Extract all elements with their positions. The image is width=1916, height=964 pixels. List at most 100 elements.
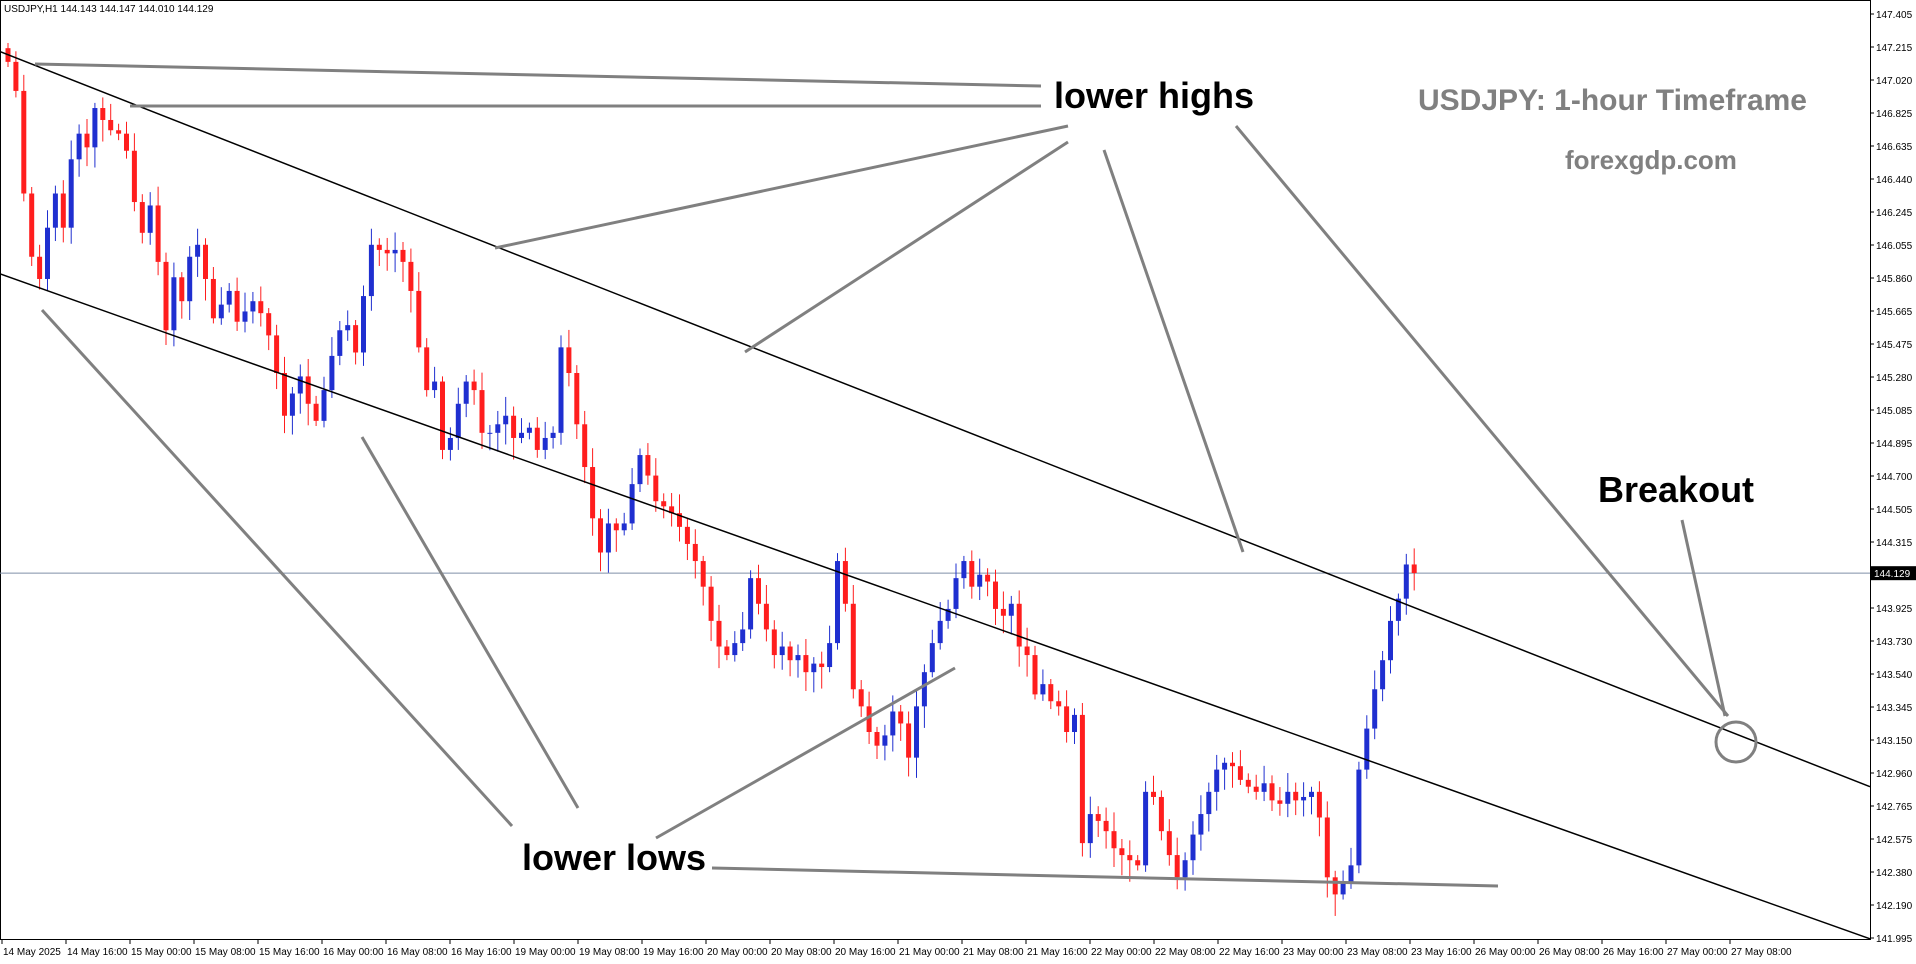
x-tick-label: 15 May 00:00	[131, 947, 192, 958]
candle-body	[1253, 786, 1259, 792]
candle-body	[1324, 817, 1330, 878]
candle-body	[29, 193, 35, 257]
candle-body	[914, 706, 919, 758]
y-tick-label: 142.380	[1876, 868, 1913, 879]
candle-body	[471, 381, 477, 391]
bullish-candle	[1301, 782, 1307, 817]
candle-body	[779, 646, 785, 656]
annotation-pointers	[34, 62, 1730, 888]
bearish-candle	[993, 569, 998, 625]
candle-body	[52, 193, 58, 228]
bearish-candle	[1277, 787, 1283, 816]
lower-highs-pointer	[1102, 149, 1245, 553]
bearish-candle	[700, 555, 706, 606]
bearish-candle	[400, 242, 406, 283]
bullish-candle	[361, 285, 366, 366]
bearish-candle	[131, 133, 137, 212]
candle-body	[503, 415, 509, 425]
candle-body	[1135, 860, 1141, 866]
bullish-candle	[637, 448, 643, 492]
candle-body	[1024, 646, 1030, 656]
bullish-candle	[519, 418, 524, 444]
bearish-candle	[1111, 812, 1117, 868]
bullish-candle	[329, 337, 335, 398]
bullish-candle	[921, 664, 927, 728]
bearish-candle	[716, 604, 722, 669]
x-tick-label: 15 May 08:00	[195, 947, 256, 958]
bullish-candle	[795, 644, 801, 678]
bearish-candle	[771, 620, 777, 669]
y-tick-label: 145.860	[1876, 274, 1913, 285]
candle-body	[124, 133, 129, 151]
bearish-candle	[969, 550, 975, 599]
bearish-candle	[84, 118, 90, 167]
candle-body	[179, 277, 185, 302]
y-tick-label: 144.700	[1876, 472, 1913, 483]
candle-body	[700, 561, 706, 587]
candle-body	[1269, 783, 1275, 801]
candle-body	[13, 61, 19, 91]
candle-body	[669, 506, 675, 514]
candle-body	[795, 655, 801, 661]
x-tick-label: 23 May 00:00	[1283, 947, 1344, 958]
candle-body	[945, 608, 951, 621]
candle-body	[1245, 779, 1251, 787]
candle-body	[511, 415, 517, 438]
bearish-candle	[1332, 870, 1338, 916]
candle-body	[732, 643, 738, 656]
x-tick-label: 21 May 00:00	[899, 947, 960, 958]
candle-body	[60, 193, 66, 228]
bearish-candle	[203, 238, 208, 301]
candle-body	[1372, 689, 1378, 729]
bearish-candle	[1245, 773, 1251, 794]
y-tick-label: 144.315	[1876, 538, 1913, 549]
bullish-candle	[811, 657, 817, 693]
lower-lows-pointer	[711, 866, 1499, 888]
candle-body	[463, 381, 469, 404]
bullish-candle	[1198, 795, 1204, 851]
x-tick-label: 23 May 16:00	[1411, 947, 1472, 958]
bearish-candle	[1135, 855, 1141, 871]
candle-body	[424, 347, 430, 391]
bullish-candle	[1222, 757, 1228, 790]
candle-body	[455, 403, 461, 438]
bullish-candle	[1356, 761, 1362, 874]
y-tick-label: 142.575	[1876, 835, 1913, 846]
bearish-candle	[29, 187, 35, 266]
bearish-candle	[124, 121, 129, 159]
candle-body	[416, 290, 422, 348]
bullish-candle	[368, 228, 374, 311]
candle-body	[1348, 865, 1354, 883]
candle-body	[756, 578, 761, 604]
bearish-candle	[898, 704, 904, 741]
candle-body	[811, 663, 817, 673]
candle-body	[139, 202, 145, 233]
bearish-candle	[1056, 690, 1062, 716]
bearish-candle	[424, 338, 430, 397]
y-tick-label: 145.280	[1876, 373, 1913, 384]
bearish-candle	[1000, 591, 1006, 634]
candle-body	[131, 150, 137, 203]
y-tick-label: 146.245	[1876, 208, 1913, 219]
bearish-candle	[684, 517, 690, 561]
bullish-candle	[52, 185, 58, 242]
x-tick-label: 20 May 16:00	[835, 947, 896, 958]
bearish-candle	[13, 51, 19, 98]
bullish-candle	[92, 102, 98, 168]
candle-body	[842, 561, 848, 604]
bearish-candle	[258, 286, 264, 327]
bullish-candle	[1143, 781, 1149, 872]
bearish-candle	[1269, 775, 1275, 811]
bearish-candle	[677, 494, 682, 542]
bearish-candle	[305, 358, 311, 426]
candle-body	[1166, 831, 1172, 856]
plot-frame	[0, 0, 1871, 940]
candle-body	[929, 643, 935, 673]
candle-body	[1143, 791, 1149, 866]
y-tick-label: 147.020	[1876, 76, 1913, 87]
candle-body	[384, 249, 390, 254]
bearish-candle	[376, 238, 382, 266]
y-tick-label: 144.895	[1876, 439, 1913, 450]
bearish-candle	[534, 417, 540, 458]
bearish-candle	[819, 651, 825, 689]
